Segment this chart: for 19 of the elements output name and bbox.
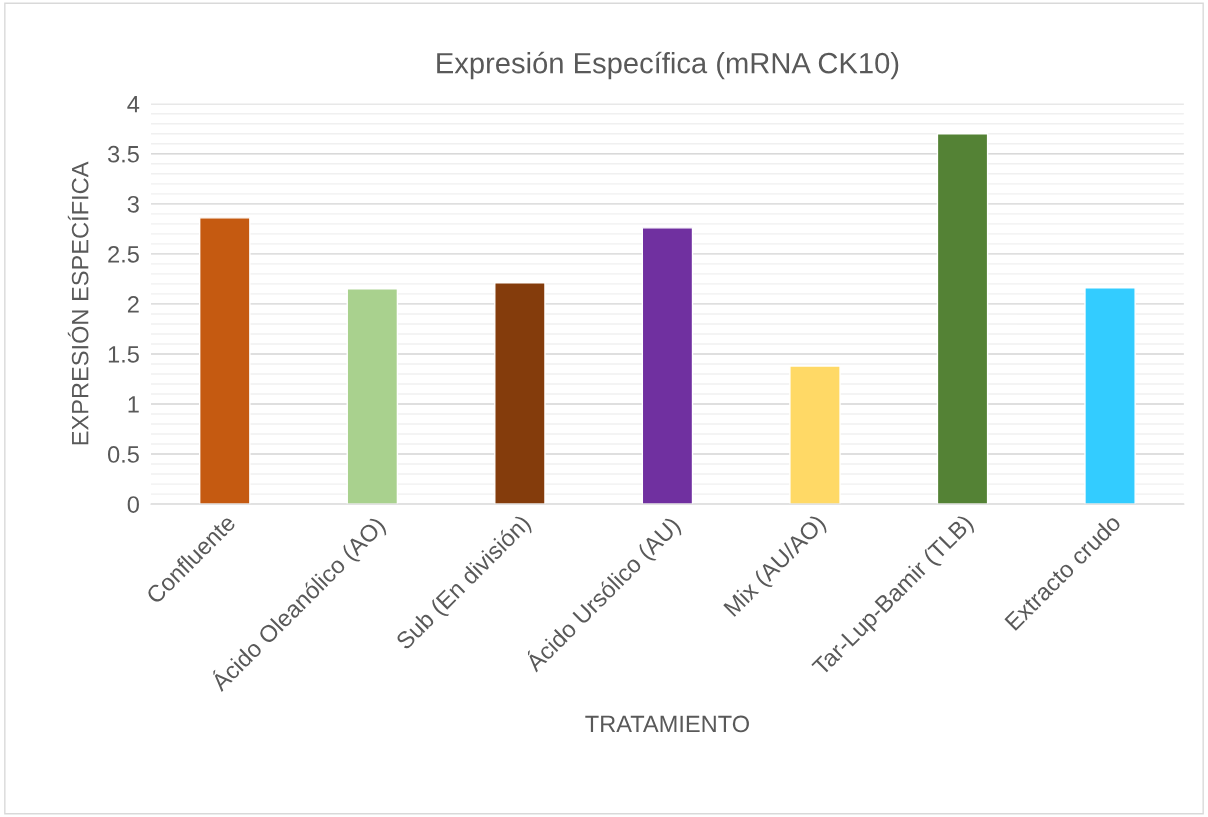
y-tick-label: 1 [128,396,139,413]
y-tick-label: 3.5 [107,145,139,163]
bar [789,365,841,505]
y-tick-label: 0 [127,496,139,513]
y-tick-label: 3 [127,195,139,213]
y-tick-label: 0.5 [107,446,139,463]
y-tick-label: 1.5 [108,346,139,363]
chart-title: Expresión Específica (mRNA CK10) [437,51,899,80]
y-tick-label: 2 [127,295,139,313]
bar [641,227,694,505]
bar [198,217,251,505]
bar [936,133,989,505]
y-tick-label: 2.5 [108,245,139,263]
bar [346,288,399,505]
bar [494,282,546,505]
bar [1084,287,1136,505]
y-tick-label: 4 [127,96,140,113]
x-axis-title: TRATAMIENTO [585,715,749,733]
y-axis-title: EXPRESIÓN ESPECÍFICA [67,161,89,445]
